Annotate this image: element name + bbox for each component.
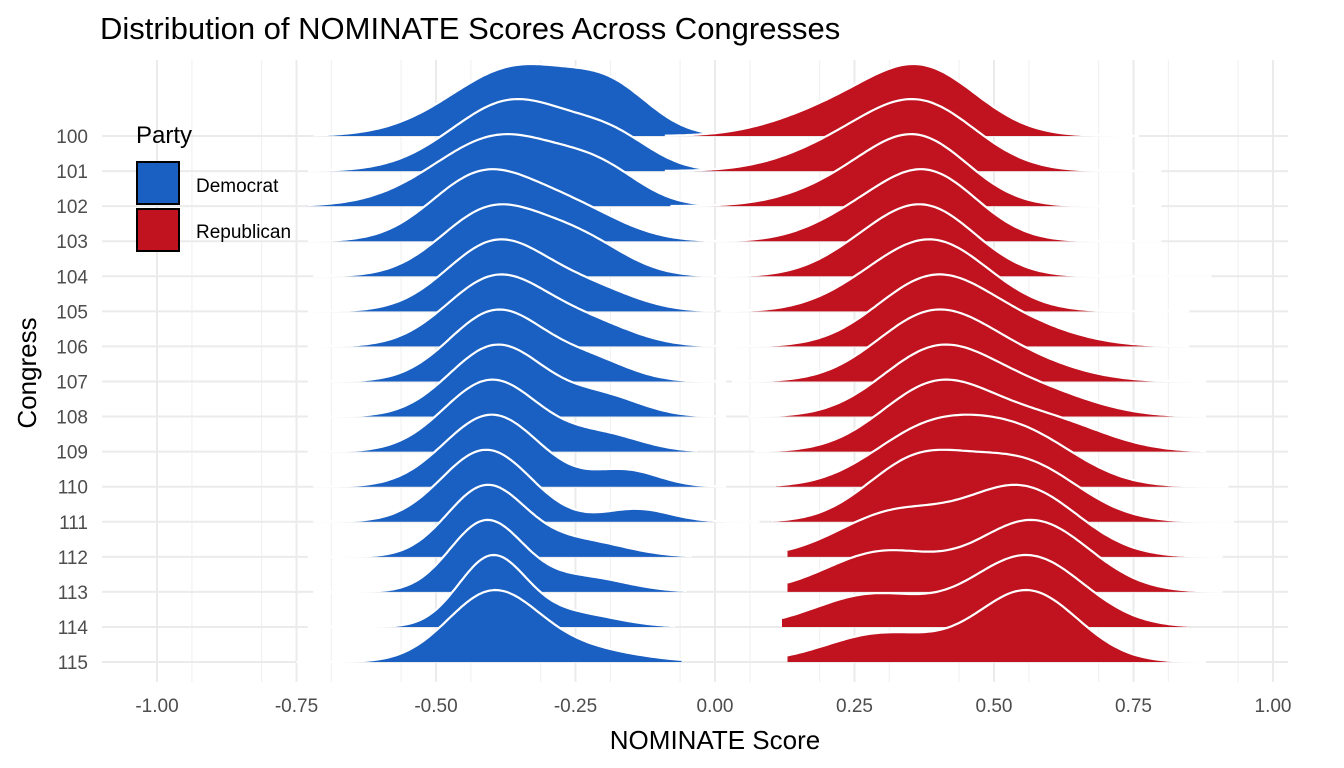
y-tick-label: 104 — [56, 267, 88, 288]
ridge-outline-democrat-100 — [313, 62, 710, 137]
ridge-democrat-108 — [307, 344, 727, 417]
ridge-republican-113 — [787, 519, 1223, 592]
ridge-outline-democrat-107 — [307, 308, 727, 383]
y-tick-label: 115 — [58, 653, 88, 674]
legend-key-republican — [136, 208, 180, 252]
legend: Party Democrat Republican — [136, 122, 291, 252]
ridge-outline-democrat-101 — [307, 98, 716, 172]
y-tick-label: 111 — [59, 513, 88, 534]
legend-label-republican: Republican — [196, 222, 291, 243]
y-tick-label: 110 — [58, 478, 88, 499]
ridge-outline-republican-100 — [664, 62, 1140, 138]
ridge-republican-107 — [731, 309, 1206, 382]
ridge-outline-democrat-110 — [313, 413, 727, 488]
ridge-outline-republican-111 — [770, 448, 1234, 523]
ridge-outline-democrat-114 — [307, 553, 676, 629]
ridge-outline-democrat-113 — [313, 518, 688, 593]
ridge-outline-democrat-111 — [313, 448, 760, 523]
ridge-outline-democrat-112 — [307, 483, 693, 558]
ridge-democrat-104 — [313, 204, 727, 277]
y-tick-label: 108 — [56, 408, 88, 429]
density-ridges — [296, 62, 1234, 664]
ridge-outline-democrat-106 — [307, 273, 721, 348]
ridge-outline-republican-109 — [754, 378, 1207, 453]
ridge-outline-republican-115 — [787, 588, 1206, 663]
x-tick-label: 0.25 — [836, 696, 873, 717]
ridge-outline-republican-114 — [781, 553, 1190, 627]
ridge-republican-105 — [720, 239, 1190, 312]
ridge-republican-103 — [703, 169, 1162, 242]
ridge-outline-democrat-104 — [313, 203, 727, 278]
ridge-democrat-115 — [296, 590, 682, 663]
x-tick-label: -1.00 — [135, 696, 178, 717]
x-tick-label: -0.25 — [554, 696, 597, 717]
y-tick-label: 103 — [56, 232, 88, 253]
y-tick-label: 101 — [56, 162, 88, 183]
x-axis-title: NOMINATE Score — [610, 725, 820, 755]
ridge-outline-republican-104 — [720, 203, 1212, 278]
x-tick-label: 0.75 — [1115, 696, 1152, 717]
ridge-outline-democrat-115 — [296, 588, 682, 664]
ridge-democrat-102 — [307, 134, 721, 207]
ridge-outline-democrat-103 — [307, 168, 716, 243]
ridge-outline-republican-113 — [787, 518, 1223, 593]
ridge-outline-republican-101 — [664, 98, 1162, 173]
y-tick-label: 100 — [56, 127, 88, 148]
ridge-republican-104 — [720, 204, 1212, 277]
chart-title: Distribution of NOMINATE Scores Across C… — [100, 11, 840, 46]
y-tick-label: 112 — [58, 548, 88, 569]
y-tick-label: 107 — [56, 372, 88, 393]
ridge-outline-republican-102 — [670, 133, 1162, 208]
ridge-democrat-106 — [307, 274, 721, 347]
y-tick-label: 114 — [58, 618, 89, 639]
legend-label-democrat: Democrat — [196, 176, 279, 197]
ridge-republican-115 — [787, 590, 1206, 663]
ridge-democrat-111 — [313, 449, 760, 522]
ridge-outline-republican-105 — [720, 238, 1190, 313]
ridge-republican-108 — [748, 344, 1206, 417]
ridge-outline-democrat-102 — [307, 133, 721, 207]
ridge-outline-democrat-105 — [307, 238, 716, 313]
ridge-democrat-110 — [313, 414, 727, 487]
ridge-outline-republican-103 — [703, 168, 1162, 243]
ridge-outline-democrat-108 — [307, 343, 727, 418]
legend-title: Party — [136, 122, 192, 149]
x-tick-label: 0.00 — [697, 696, 734, 717]
y-tick-label: 105 — [56, 302, 88, 323]
ridge-republican-112 — [787, 484, 1223, 557]
y-axis-title: Congress — [12, 317, 42, 428]
legend-key-democrat — [136, 161, 180, 205]
y-tick-label: 109 — [56, 443, 88, 464]
x-tick-label: -0.75 — [275, 696, 318, 717]
y-tick-label: 106 — [56, 337, 88, 358]
ridge-democrat-112 — [307, 484, 693, 557]
y-axis-ticks: 100 101 102 103 104 105 106 107 108 109 110 111 112 1… — [56, 127, 88, 674]
y-tick-label: 102 — [56, 197, 88, 218]
ridge-outline-democrat-109 — [307, 378, 699, 453]
ridge-outline-republican-107 — [731, 308, 1206, 383]
ridge-outline-republican-110 — [776, 413, 1229, 488]
ridge-outline-republican-106 — [720, 273, 1190, 348]
y-tick-label: 113 — [58, 583, 88, 604]
x-tick-label: -0.50 — [414, 696, 457, 717]
ridge-outline-republican-112 — [787, 483, 1223, 558]
ridge-democrat-107 — [307, 309, 727, 382]
x-tick-label: 0.50 — [976, 696, 1013, 717]
x-axis-ticks: -1.00 -0.75 -0.50 -0.25 0.00 0.25 0.50 0.75 1.00 — [135, 696, 1291, 717]
x-tick-label: 1.00 — [1255, 696, 1292, 717]
ridge-outline-republican-108 — [748, 343, 1206, 418]
ridge-republican-114 — [782, 555, 1190, 627]
